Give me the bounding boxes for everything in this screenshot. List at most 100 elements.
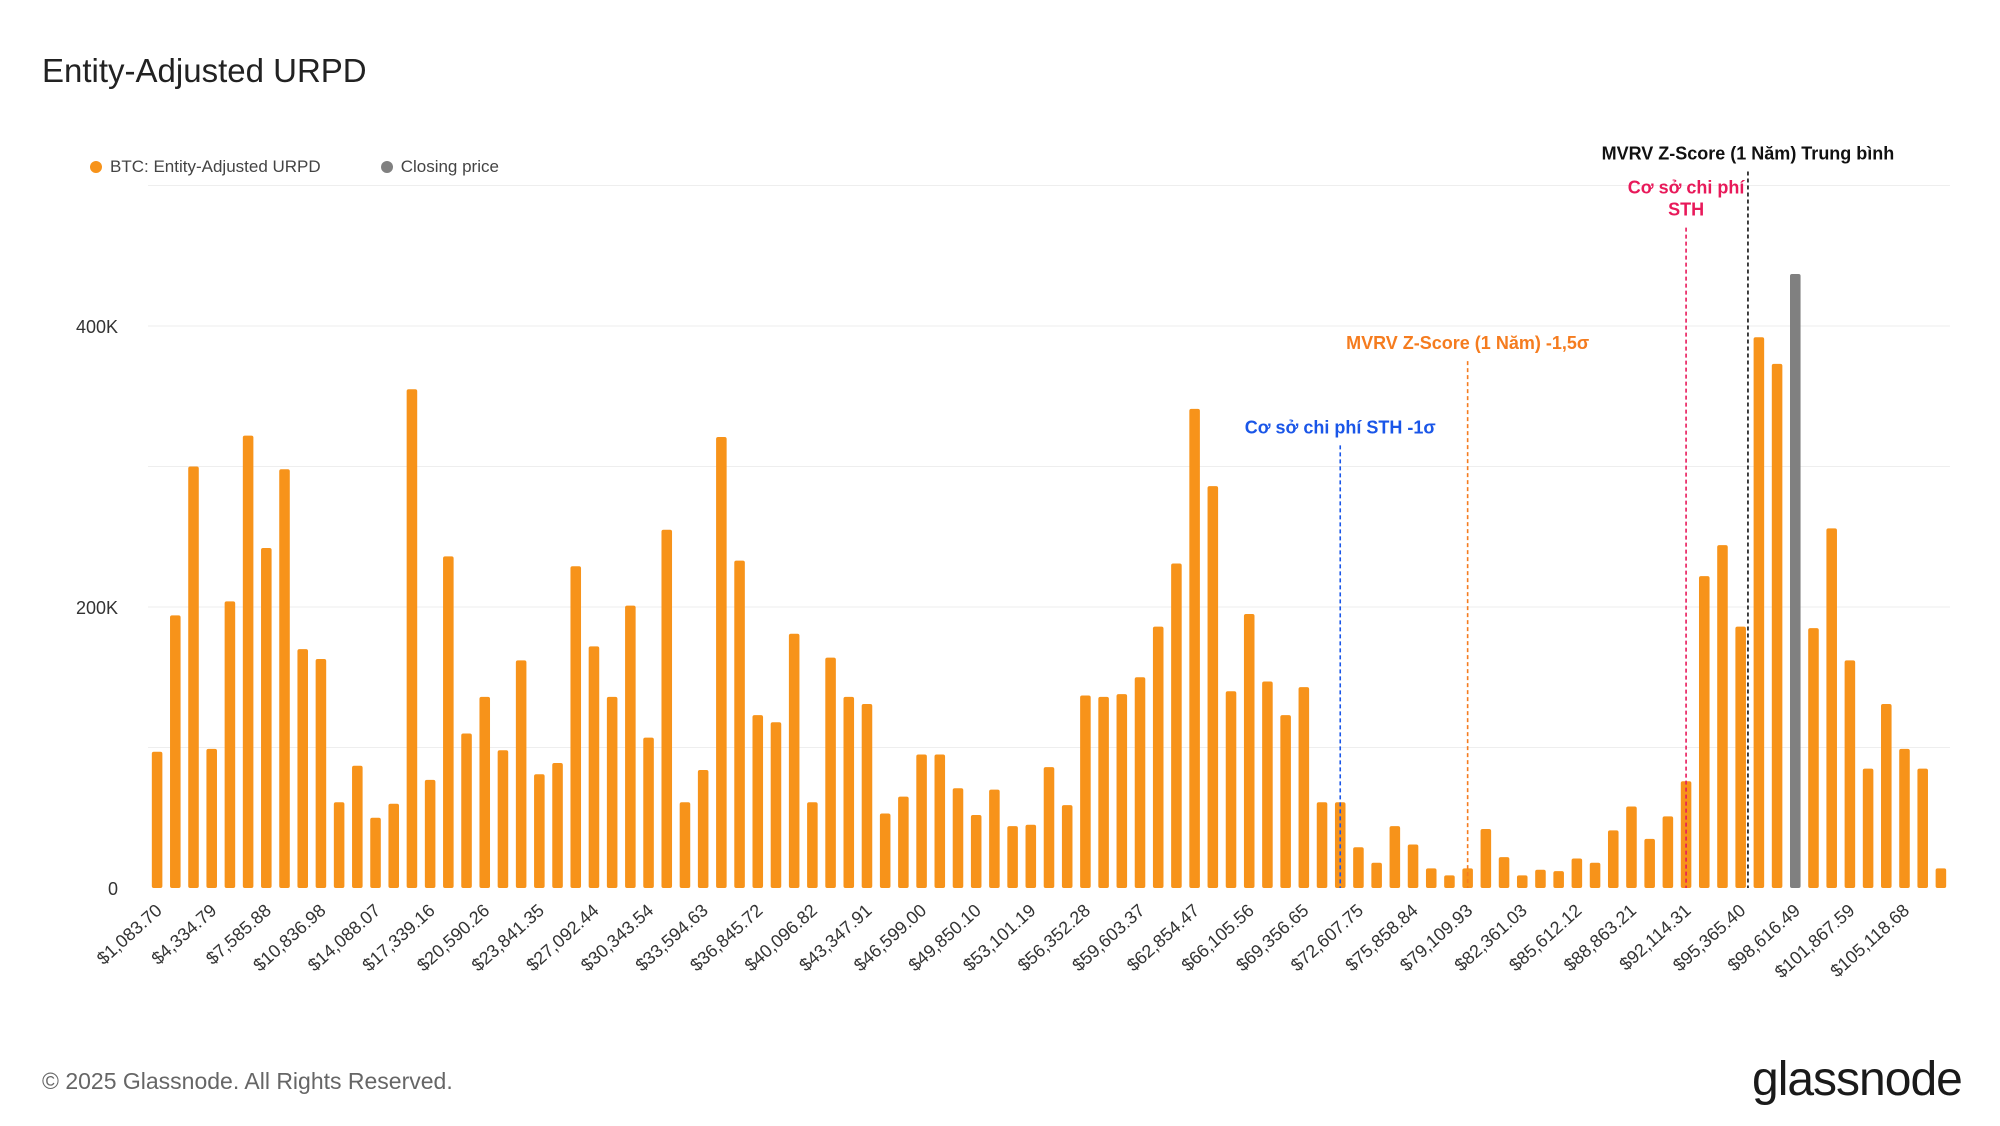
bar — [770, 722, 782, 888]
bar — [1061, 805, 1073, 888]
bar — [1753, 337, 1765, 888]
bar — [388, 803, 400, 888]
glassnode-logo: glassnode — [1752, 1053, 1963, 1106]
bar — [697, 769, 709, 888]
bar — [1844, 660, 1856, 888]
legend-item-closing-price[interactable]: Closing price — [380, 157, 499, 177]
bar — [1152, 626, 1164, 888]
bar — [588, 646, 600, 888]
bar — [898, 796, 909, 888]
bar — [534, 774, 545, 888]
y-tick-label: 200K — [76, 598, 118, 618]
bar — [1080, 695, 1091, 888]
bar — [1280, 715, 1291, 888]
bar — [188, 466, 199, 888]
bar — [934, 754, 946, 888]
bar — [1535, 869, 1546, 888]
annotation-label: MVRV Z-Score (1 Năm) -1,5σ — [1346, 333, 1589, 353]
bar — [224, 601, 236, 888]
bar — [1134, 677, 1146, 888]
bar — [1698, 576, 1710, 888]
bar — [1571, 858, 1583, 888]
bar — [461, 733, 472, 888]
bar — [952, 788, 964, 888]
bar — [1735, 626, 1746, 888]
bar — [1480, 828, 1492, 888]
bar — [970, 814, 982, 888]
bar — [1116, 694, 1128, 888]
bar — [916, 754, 927, 888]
bar — [279, 469, 290, 888]
bar — [1444, 875, 1455, 888]
bar — [1407, 844, 1419, 888]
legend-dot-gray-icon — [380, 161, 393, 173]
bar — [606, 696, 618, 888]
bar — [1881, 703, 1892, 888]
bar — [1007, 826, 1018, 888]
bar — [1589, 862, 1601, 888]
bar — [752, 715, 764, 888]
bar — [1025, 824, 1037, 888]
bar — [1899, 748, 1910, 888]
bar — [1917, 768, 1928, 888]
bar — [170, 615, 181, 888]
legend: BTC: Entity-Adjusted URPD Closing price — [90, 157, 499, 177]
bar — [1644, 838, 1655, 888]
bar — [734, 560, 745, 888]
chart-title: Entity-Adjusted URPD — [42, 52, 367, 89]
bar — [1225, 691, 1237, 888]
bar — [333, 802, 345, 888]
bar — [1207, 486, 1219, 888]
bar — [315, 658, 327, 888]
bar — [861, 703, 873, 888]
bar — [1626, 806, 1637, 888]
bar — [515, 660, 527, 888]
bar — [1862, 768, 1874, 888]
bar — [679, 802, 691, 888]
bar — [1680, 781, 1692, 888]
annotation-label: Cơ sở chi phí STH -1σ — [1245, 417, 1436, 437]
bar — [443, 556, 454, 888]
y-tick-label: 400K — [76, 317, 118, 337]
bar — [570, 566, 582, 888]
legend-item-urpd[interactable]: BTC: Entity-Adjusted URPD — [90, 157, 321, 177]
legend-label-closing-price: Closing price — [400, 157, 499, 176]
bar — [1498, 857, 1510, 888]
bar — [1298, 687, 1310, 888]
bar — [242, 435, 254, 888]
bar — [1316, 802, 1328, 888]
bar — [1389, 826, 1401, 888]
bar — [989, 789, 1000, 888]
bar — [1262, 681, 1273, 888]
closing-price-bar — [1790, 274, 1801, 888]
bar — [1826, 528, 1837, 888]
bar — [716, 436, 727, 888]
bar — [1353, 847, 1364, 888]
bar — [1043, 767, 1055, 888]
bar — [206, 748, 217, 888]
bar — [1371, 862, 1382, 888]
copyright-text: © 2025 Glassnode. All Rights Reserved. — [42, 1068, 453, 1094]
bar — [479, 696, 491, 888]
bar — [352, 765, 363, 888]
bar — [643, 737, 654, 888]
bar — [625, 605, 636, 888]
bar — [825, 657, 836, 888]
y-tick-label: 0 — [108, 879, 118, 899]
annotation-label: STH — [1668, 200, 1704, 220]
bar — [1935, 868, 1947, 888]
bar — [370, 817, 381, 888]
bar — [1771, 363, 1783, 888]
bar — [807, 802, 818, 888]
bar — [1462, 868, 1473, 888]
annotation-label: Cơ sở chi phí — [1628, 178, 1746, 198]
bar — [261, 547, 272, 888]
bar — [879, 813, 891, 888]
bar — [843, 696, 855, 888]
bar — [1808, 628, 1819, 888]
legend-dot-orange-icon — [90, 161, 102, 173]
annotation-label: MVRV Z-Score (1 Năm) Trung bình — [1602, 143, 1895, 163]
bar — [1171, 563, 1182, 888]
bar — [424, 779, 436, 888]
